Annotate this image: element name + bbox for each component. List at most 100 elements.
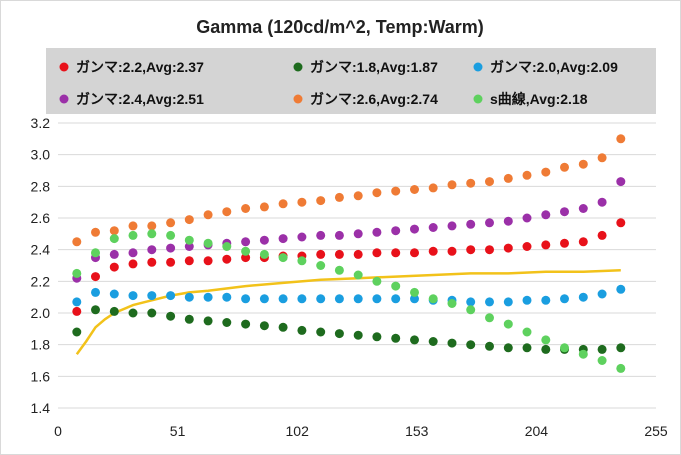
legend-marker: [293, 62, 303, 72]
data-point: [616, 218, 626, 228]
data-point: [241, 204, 251, 213]
data-point: [72, 327, 82, 337]
data-point: [503, 297, 513, 307]
data-point: [316, 249, 326, 259]
legend-item: ガンマ:2.6,Avg:2.74: [293, 91, 438, 107]
data-point: [410, 287, 419, 297]
data-point: [166, 218, 176, 228]
x-tick-label: 0: [54, 423, 62, 439]
data-point: [616, 363, 626, 373]
data-point: [616, 177, 626, 187]
data-point: [241, 253, 251, 263]
data-point: [560, 162, 569, 172]
legend-label: ガンマ:2.2,Avg:2.37: [76, 59, 204, 75]
data-point: [278, 322, 288, 332]
data-point: [616, 343, 626, 353]
series-2: [72, 284, 626, 307]
data-point: [410, 185, 419, 194]
data-point: [503, 173, 513, 183]
data-point: [259, 294, 269, 304]
legend-item: ガンマ:1.8,Avg:1.87: [293, 59, 438, 75]
data-point: [541, 210, 551, 220]
data-point: [316, 196, 326, 206]
legend-item: ガンマ:2.0,Avg:2.09: [473, 59, 618, 75]
data-point: [334, 294, 344, 304]
data-point: [316, 294, 326, 304]
data-point: [522, 213, 532, 223]
data-point: [597, 230, 607, 240]
data-point: [391, 226, 401, 236]
data-point: [616, 134, 626, 144]
data-point: [184, 314, 194, 324]
data-point: [485, 245, 494, 255]
data-point: [372, 276, 382, 286]
data-point: [297, 256, 307, 266]
data-point: [334, 192, 344, 202]
data-point: [91, 305, 100, 315]
data-point: [503, 343, 513, 353]
data-point: [410, 224, 419, 234]
y-tick-label: 1.4: [31, 400, 51, 416]
data-point: [166, 311, 176, 321]
data-point: [541, 335, 551, 345]
data-point: [541, 167, 551, 177]
data-point: [541, 344, 551, 354]
data-point: [485, 313, 494, 323]
data-point: [297, 197, 307, 207]
data-point: [466, 305, 476, 315]
data-point: [128, 230, 138, 240]
data-point: [109, 306, 119, 316]
legend-background: [46, 48, 656, 114]
data-point: [147, 245, 157, 255]
data-point: [522, 170, 532, 180]
data-point: [128, 291, 138, 301]
legend-item: s曲線,Avg:2.18: [473, 91, 588, 107]
x-axis-ticks: 0 51 102 153 204 255: [54, 423, 668, 439]
data-point: [447, 180, 457, 190]
legend-label: ガンマ:1.8,Avg:1.87: [310, 59, 438, 75]
data-point: [203, 316, 213, 326]
data-point: [147, 291, 157, 301]
x-tick-label: 102: [286, 423, 310, 439]
data-point: [353, 330, 363, 340]
data-point: [222, 254, 232, 264]
data-point: [241, 319, 251, 329]
data-point: [184, 242, 194, 251]
data-point: [353, 229, 363, 239]
data-point: [428, 294, 438, 304]
data-point: [578, 237, 588, 247]
data-point: [334, 230, 344, 240]
gridlines: [58, 122, 656, 409]
data-point: [372, 227, 382, 237]
data-point: [428, 337, 438, 346]
y-tick-label: 2.6: [31, 210, 51, 226]
data-point: [147, 221, 157, 231]
x-tick-label: 204: [525, 423, 549, 439]
x-tick-label: 153: [405, 423, 429, 439]
data-point: [203, 210, 213, 220]
data-point: [128, 259, 138, 269]
data-point: [72, 306, 82, 316]
data-point: [166, 230, 176, 240]
data-point: [410, 294, 419, 304]
data-point: [503, 243, 513, 253]
data-point: [428, 183, 438, 193]
data-point: [541, 240, 551, 250]
data-point: [372, 188, 382, 198]
data-point: [91, 272, 100, 282]
data-point: [278, 234, 288, 244]
data-point: [334, 249, 344, 259]
data-point: [522, 242, 532, 251]
data-point: [222, 242, 232, 251]
data-point: [72, 237, 82, 247]
data-point: [166, 291, 176, 301]
data-point: [447, 246, 457, 256]
data-point: [597, 153, 607, 163]
legend-item: ガンマ:2.4,Avg:2.51: [59, 91, 204, 107]
data-point: [353, 270, 363, 280]
legend-marker: [473, 94, 483, 104]
chart-title: Gamma (120cd/m^2, Temp:Warm): [196, 17, 484, 37]
data-point: [241, 294, 251, 304]
x-tick-label: 255: [644, 423, 668, 439]
